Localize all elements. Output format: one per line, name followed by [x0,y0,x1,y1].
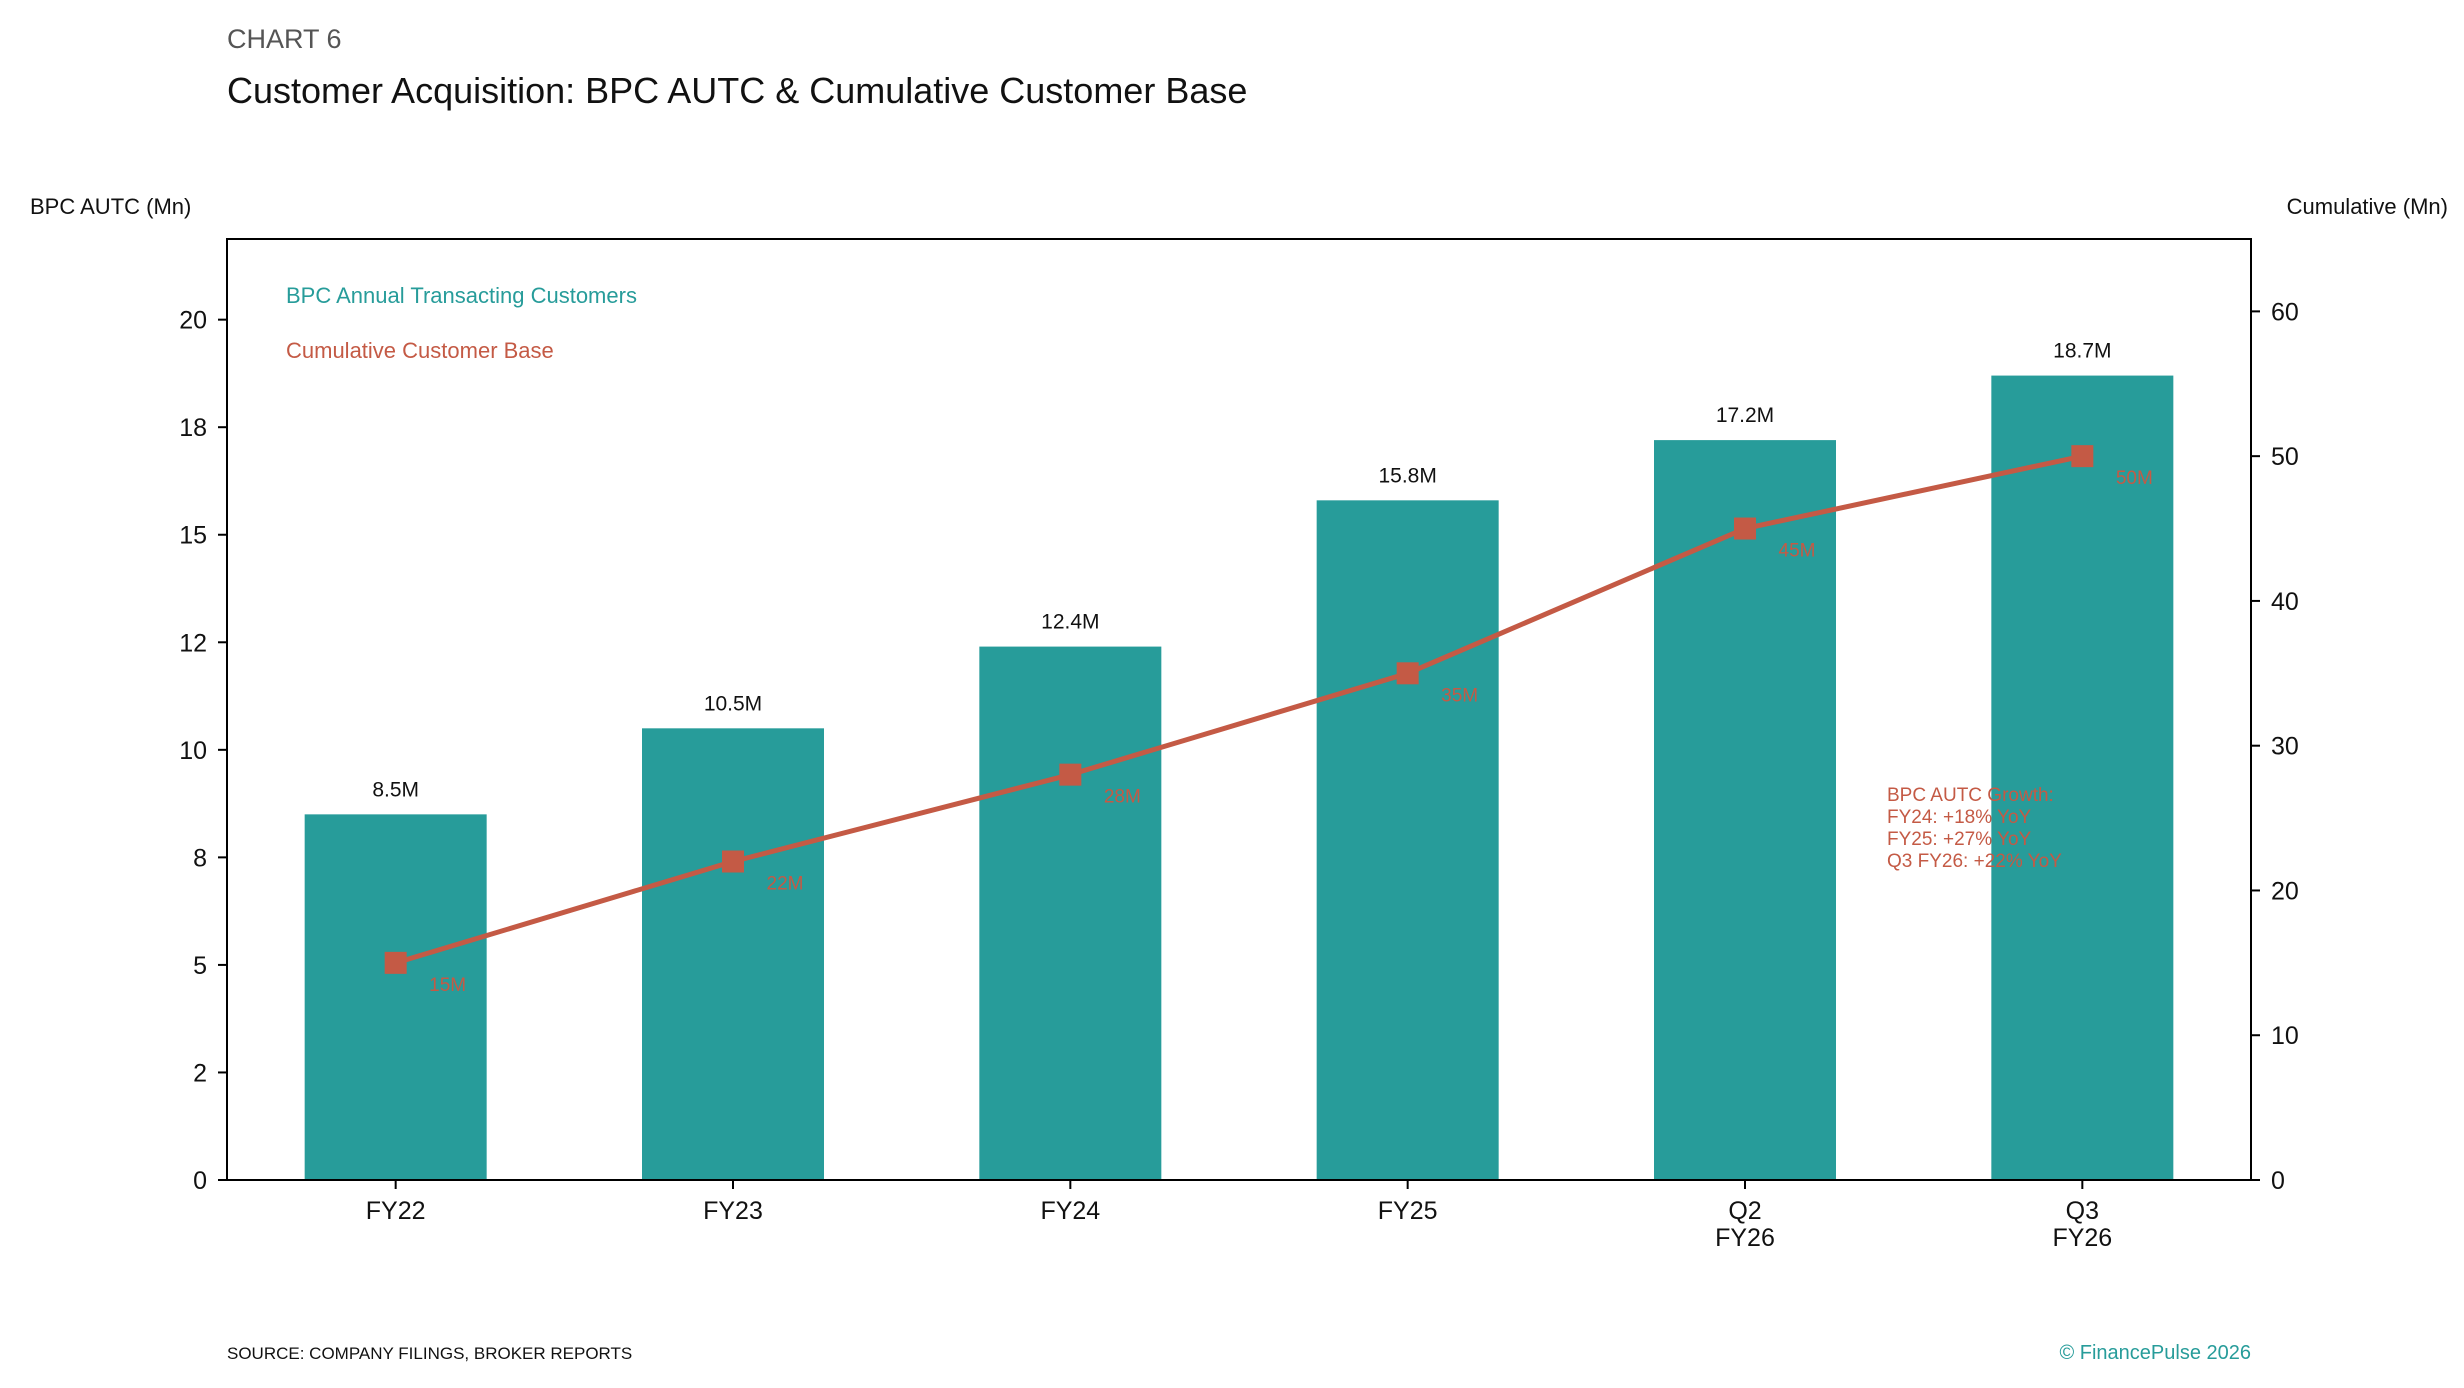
line-series [384,445,2094,974]
line-point-marker [1396,662,1419,685]
plot-frame [226,238,2252,1181]
copyright-credit: © FinancePulse 2026 [2059,1342,2251,1364]
bar-data-label: 10.5M [704,692,762,715]
x-tick-label: Q2 [1728,1197,1761,1225]
y-right-tick-label: 10 [2271,1022,2299,1050]
bar [979,646,1162,1180]
line-data-labels: 15M 22M 28M 35M 45M 50M [429,468,2153,996]
y-left-tick-label: 12 [179,629,207,657]
y-left-tick-label: 8 [193,844,207,872]
line-point-marker [384,951,407,974]
y-left-tick-label: 18 [179,414,207,442]
y-left-tick-label: 5 [193,952,207,980]
annotation-line: FY24: +18% YoY [1887,807,2032,828]
line-point-marker [1734,517,1756,540]
y-left-tick-label: 10 [179,737,207,765]
y-left-tick-label: 2 [193,1059,207,1087]
bar [1654,440,1836,1181]
source-note: SOURCE: COMPANY FILINGS, BROKER REPORTS [227,1344,632,1363]
x-tick-label: FY23 [703,1197,763,1225]
y-right-tick-label: 40 [2271,588,2299,616]
y-right-ticks: 0 10 20 30 40 50 60 [2251,298,2299,1195]
legend-entry-bars: BPC Annual Transacting Customers [286,283,637,308]
bar [1991,375,2174,1180]
line-data-label: 35M [1441,685,1478,706]
growth-annotation: BPC AUTC Growth: FY24: +18% YoY FY25: +2… [1887,785,2062,872]
x-tick-label: FY26 [1715,1224,1775,1252]
y-left-ticks: 0 2 5 8 10 12 15 18 20 [179,307,227,1195]
line-data-label: 22M [767,874,804,895]
annotation-line: BPC AUTC Growth: [1887,785,2054,806]
y-right-tick-label: 30 [2271,733,2299,761]
y-right-tick-label: 20 [2271,877,2299,905]
x-tick-label: FY24 [1040,1197,1100,1225]
x-tick-label: FY26 [2052,1224,2112,1252]
line-point-marker [2071,445,2094,468]
y-right-tick-label: 50 [2271,443,2299,471]
line-data-label: 15M [429,975,466,996]
bar-data-label: 18.7M [2053,340,2111,363]
line-data-label: 50M [2116,468,2153,489]
x-tick-label: FY22 [366,1197,426,1225]
line-point-marker [722,850,744,873]
line-data-label: 28M [1104,787,1141,808]
y-left-tick-label: 0 [193,1167,207,1195]
bar-data-label: 17.2M [1716,404,1774,427]
x-tick-label: FY25 [1378,1197,1438,1225]
line-point-marker [1059,763,1082,786]
y-right-tick-label: 60 [2271,298,2299,326]
line-data-label: 45M [1779,541,1816,562]
y-left-tick-label: 15 [179,522,207,550]
annotation-line: FY25: +27% YoY [1887,829,2032,850]
bar [1316,500,1499,1181]
chart-title: Customer Acquisition: BPC AUTC & Cumulat… [227,70,1247,111]
y-left-axis-label: BPC AUTC (Mn) [30,194,191,219]
bar [642,728,824,1180]
y-left-tick-label: 20 [179,307,207,335]
bar-series [304,375,2174,1181]
x-tick-label: Q3 [2066,1197,2099,1225]
legend-entry-line: Cumulative Customer Base [286,338,554,363]
bar-data-label: 15.8M [1378,464,1436,487]
bar [304,814,487,1180]
cumulative-line [394,453,2083,966]
bar-data-labels: 8.5M 10.5M 12.4M 15.8M 17.2M 18.7M [372,340,2111,802]
annotation-line: Q3 FY26: +22% YoY [1887,851,2062,872]
bar-data-label: 12.4M [1041,611,1099,634]
chart-eyebrow: CHART 6 [227,24,342,54]
bar-data-label: 8.5M [372,778,419,801]
y-right-tick-label: 0 [2271,1167,2285,1195]
y-right-axis-label: Cumulative (Mn) [2287,194,2448,219]
